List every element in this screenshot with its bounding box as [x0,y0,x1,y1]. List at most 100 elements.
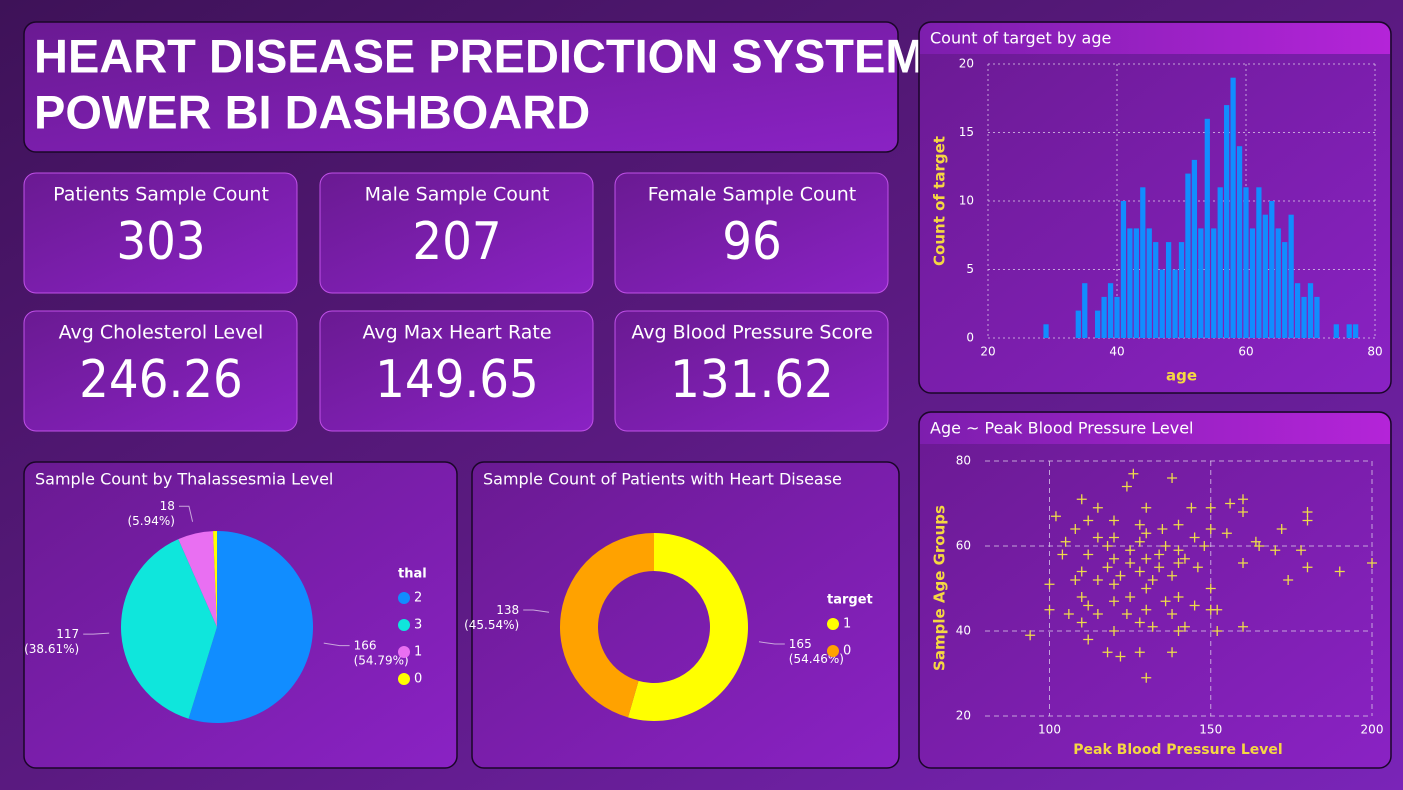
chart-title: Age ~ Peak Blood Pressure Level [930,419,1193,438]
point [1109,553,1119,564]
bar [1191,159,1198,338]
point [1199,541,1210,551]
bar [1140,187,1146,338]
bar [1204,118,1210,338]
point [1225,498,1236,509]
point [1167,473,1178,483]
point [1205,502,1216,513]
point [1179,621,1190,632]
kpi-value: 303 [116,212,205,272]
point [1025,630,1036,641]
kpi-label: Female Sample Count [648,184,856,206]
kpi-card [614,310,889,432]
legend-swatch [827,645,839,657]
chart-title: Sample Count by Thalassesmia Level [35,470,333,489]
point [1076,494,1087,505]
bar [1133,228,1139,338]
bar [1178,242,1185,338]
point [1134,647,1145,658]
data-label: 117 (38.61%) [24,627,79,656]
bar [1217,187,1223,338]
point [1141,528,1152,539]
x-tick-label: 60 [1238,345,1253,359]
legend-label: 1 [843,617,851,632]
y-tick-label: 10 [959,194,974,208]
kpi-card [23,310,298,432]
point [1134,566,1145,577]
point [1125,558,1136,568]
point [1092,609,1103,619]
point [1367,558,1377,568]
title: HEART DISEASE PREDICTION SYSTEM [34,29,925,82]
bar [1288,214,1294,338]
point [1070,575,1081,585]
panel [471,461,900,769]
data-label: 166 (54.79%) [354,638,409,667]
x-tick-label: 200 [1361,723,1384,737]
legend-title: thal [398,567,427,582]
point [1125,545,1136,556]
point [1109,532,1119,543]
point [1154,549,1165,560]
title: POWER BI DASHBOARD [34,85,590,138]
point [1109,515,1119,526]
panel-header [920,23,1390,54]
point [1186,502,1197,513]
point [1270,545,1281,556]
bar [1211,228,1217,338]
y-tick-label: 15 [959,125,974,139]
y-tick-label: 20 [956,709,971,723]
bar [1256,187,1262,338]
kpi-value: 246.26 [79,350,243,410]
pie-slice [178,531,217,627]
bar [1333,324,1339,338]
point [1147,575,1158,585]
point [1092,502,1103,513]
kpi-label: Male Sample Count [365,184,550,206]
point [1102,562,1113,573]
bar [1159,269,1165,338]
data-label: 138 (45.54%) [464,602,519,631]
point [1092,532,1103,543]
point [1238,558,1248,568]
bar [1230,77,1236,338]
bar [1075,310,1081,338]
y-tick-label: 0 [966,331,974,345]
point [1044,579,1055,590]
point [1167,570,1178,581]
legend-label: 0 [843,644,851,659]
x-tick-label: 100 [1038,723,1061,737]
point [1173,558,1184,568]
point [1173,545,1184,556]
point [1154,562,1165,573]
content: Patients Sample Count 303 Male Sample Coun… [23,21,1392,769]
point [1283,575,1294,585]
point [1060,536,1071,547]
kpi-label: Avg Blood Pressure Score [631,322,872,344]
point [1128,468,1139,479]
point [1050,511,1061,522]
panel [918,411,1392,769]
point [1102,541,1113,551]
kpi-value: 207 [412,212,501,272]
point [1189,600,1200,611]
legend-swatch [398,673,410,685]
bar [1269,201,1275,338]
point [1205,583,1216,594]
bar [1101,296,1107,338]
point [1238,507,1248,517]
x-tick-label: 40 [1109,345,1124,359]
bar [1307,283,1314,338]
x-tick-label: 150 [1199,723,1222,737]
bar [1353,324,1359,338]
leader-line [83,632,110,635]
kpi-label: Avg Cholesterol Level [59,322,264,344]
bar [1236,146,1243,338]
bar [1275,228,1281,338]
bar [1127,228,1133,338]
point [1302,515,1313,526]
bar [1095,310,1101,338]
kpi-card [614,172,889,294]
